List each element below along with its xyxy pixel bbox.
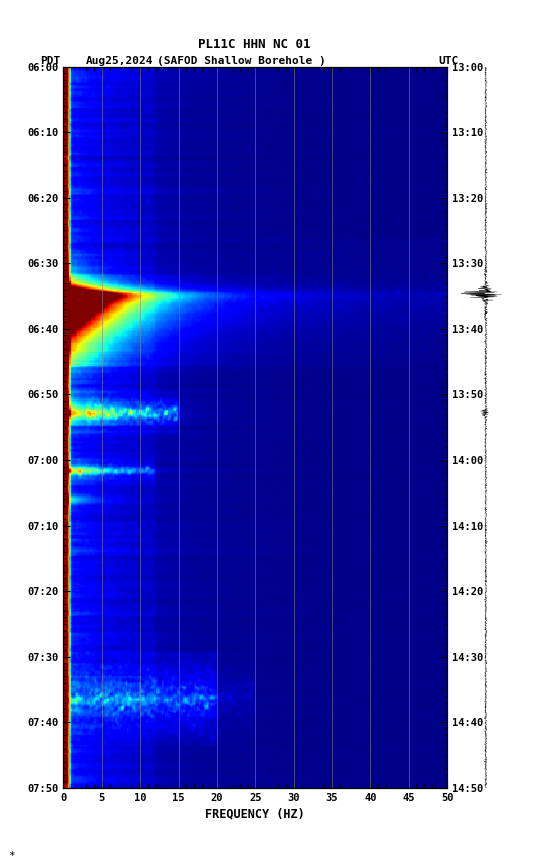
Text: UTC: UTC: [439, 55, 459, 66]
Text: (SAFOD Shallow Borehole ): (SAFOD Shallow Borehole ): [157, 55, 326, 66]
Text: PDT: PDT: [40, 55, 60, 66]
Text: PL11C HHN NC 01: PL11C HHN NC 01: [198, 37, 310, 50]
Text: Aug25,2024: Aug25,2024: [86, 55, 153, 66]
X-axis label: FREQUENCY (HZ): FREQUENCY (HZ): [205, 807, 305, 820]
Text: *: *: [8, 851, 15, 861]
